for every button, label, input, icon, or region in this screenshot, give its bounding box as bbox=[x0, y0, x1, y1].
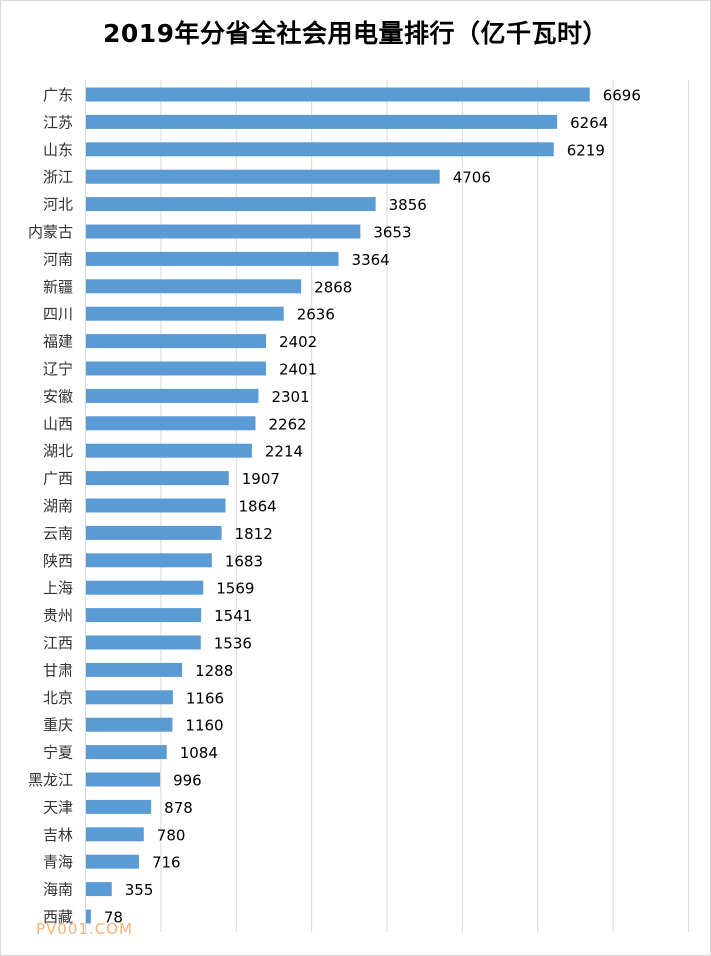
bar bbox=[85, 443, 252, 458]
data-label: 1288 bbox=[195, 662, 233, 680]
category-label: 重庆 bbox=[43, 716, 73, 734]
data-label: 716 bbox=[152, 854, 181, 872]
category-label: 安徽 bbox=[43, 387, 73, 405]
bar bbox=[85, 635, 201, 650]
data-label: 780 bbox=[157, 826, 186, 844]
category-label: 西藏 bbox=[43, 908, 73, 926]
category-label: 河北 bbox=[43, 196, 73, 214]
data-label: 2301 bbox=[271, 388, 309, 406]
bar bbox=[85, 224, 361, 239]
data-label: 2636 bbox=[297, 306, 335, 324]
bar bbox=[85, 608, 202, 623]
category-label: 上海 bbox=[43, 579, 73, 597]
chart-title: 2019年分省全社会用电量排行（亿千瓦时） bbox=[102, 19, 609, 48]
category-label: 青海 bbox=[43, 853, 73, 871]
bar bbox=[85, 854, 139, 869]
bar bbox=[85, 498, 226, 513]
data-label: 996 bbox=[173, 772, 202, 790]
bar bbox=[85, 416, 256, 431]
category-label: 江西 bbox=[43, 634, 73, 652]
category-label: 山西 bbox=[43, 415, 73, 433]
data-label: 1907 bbox=[242, 470, 280, 488]
bar bbox=[85, 361, 266, 376]
data-label: 1683 bbox=[225, 552, 263, 570]
data-label: 78 bbox=[104, 909, 123, 927]
data-label: 1160 bbox=[185, 717, 223, 735]
bar bbox=[85, 882, 112, 897]
bar bbox=[85, 169, 440, 184]
category-label: 四川 bbox=[43, 305, 73, 323]
bar bbox=[85, 197, 376, 212]
category-label: 江苏 bbox=[43, 113, 73, 131]
bar bbox=[85, 142, 554, 157]
category-label: 甘肃 bbox=[43, 661, 73, 679]
category-label: 辽宁 bbox=[43, 360, 73, 378]
category-label: 山东 bbox=[43, 141, 73, 159]
data-label: 1166 bbox=[186, 689, 224, 707]
watermark: PV001.COM bbox=[36, 920, 133, 938]
bar bbox=[85, 553, 212, 568]
data-label: 1541 bbox=[214, 607, 252, 625]
data-label: 1812 bbox=[235, 525, 273, 543]
data-label: 1569 bbox=[216, 580, 254, 598]
category-label: 浙江 bbox=[43, 168, 73, 186]
data-label: 6219 bbox=[567, 141, 605, 159]
category-label: 广东 bbox=[43, 86, 73, 104]
bar bbox=[85, 580, 204, 595]
category-label: 陕西 bbox=[43, 552, 73, 570]
category-labels: 广东江苏山东浙江河北内蒙古河南新疆四川福建辽宁安徽山西湖北广西湖南云南陕西上海贵… bbox=[28, 86, 73, 926]
data-label: 1864 bbox=[238, 498, 276, 516]
data-label: 4706 bbox=[453, 169, 491, 187]
data-label: 6696 bbox=[603, 87, 641, 105]
category-label: 湖北 bbox=[43, 442, 73, 460]
data-label: 878 bbox=[164, 799, 193, 817]
category-label: 北京 bbox=[43, 689, 73, 707]
bar bbox=[85, 717, 173, 732]
category-label: 海南 bbox=[43, 881, 73, 899]
data-label: 3653 bbox=[373, 224, 411, 242]
data-label: 6264 bbox=[570, 114, 608, 132]
category-label: 河南 bbox=[43, 250, 73, 268]
bar bbox=[85, 388, 259, 403]
category-label: 天津 bbox=[43, 798, 73, 816]
bar bbox=[85, 279, 302, 294]
data-label: 355 bbox=[125, 881, 154, 899]
category-label: 宁夏 bbox=[43, 744, 73, 762]
bar bbox=[85, 662, 183, 677]
category-label: 福建 bbox=[43, 333, 73, 351]
data-label: 1536 bbox=[214, 635, 252, 653]
data-label: 3364 bbox=[352, 251, 390, 269]
data-label: 3856 bbox=[389, 196, 427, 214]
data-label: 2868 bbox=[314, 278, 352, 296]
bar bbox=[85, 87, 590, 102]
bar bbox=[85, 772, 161, 787]
category-label: 云南 bbox=[43, 524, 73, 542]
bar bbox=[85, 827, 144, 842]
category-label: 新疆 bbox=[43, 278, 73, 296]
bars bbox=[85, 87, 590, 924]
bar bbox=[85, 525, 222, 540]
bar bbox=[85, 114, 558, 129]
bar bbox=[85, 690, 173, 705]
category-label: 吉林 bbox=[43, 826, 73, 844]
data-label: 2401 bbox=[279, 361, 317, 379]
data-label: 1084 bbox=[180, 744, 218, 762]
category-label: 黑龙江 bbox=[28, 771, 73, 789]
bar bbox=[85, 334, 267, 349]
bar bbox=[85, 251, 339, 266]
category-label: 广西 bbox=[43, 470, 73, 488]
data-label: 2214 bbox=[265, 443, 303, 461]
bar bbox=[85, 745, 167, 760]
category-label: 内蒙古 bbox=[28, 223, 73, 241]
data-label: 2402 bbox=[279, 333, 317, 351]
category-label: 贵州 bbox=[43, 607, 73, 625]
bar bbox=[85, 909, 91, 924]
data-label: 2262 bbox=[268, 415, 306, 433]
bar bbox=[85, 799, 152, 814]
category-label: 湖南 bbox=[43, 497, 73, 515]
bar bbox=[85, 471, 229, 486]
bar bbox=[85, 306, 284, 321]
